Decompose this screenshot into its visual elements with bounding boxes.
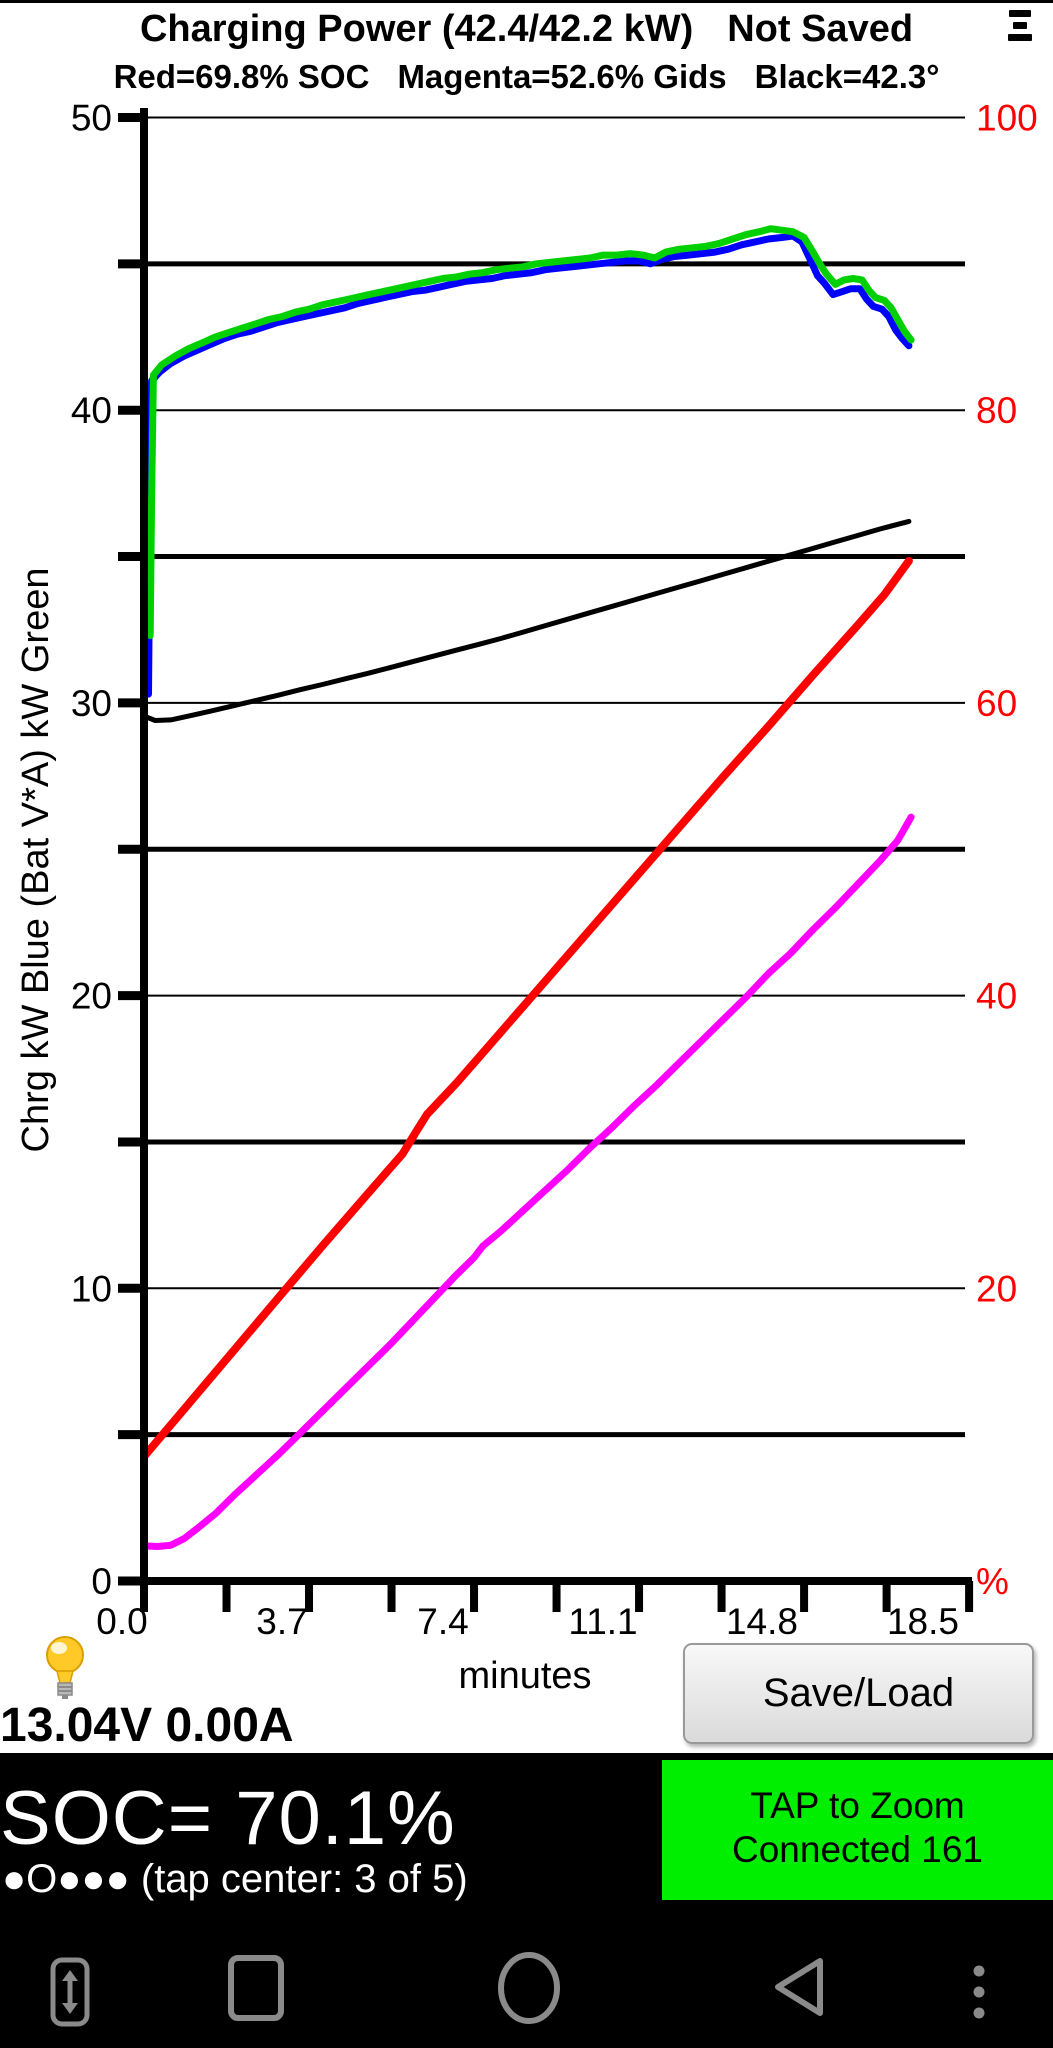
series-temp-black (141, 518, 912, 723)
connected-status: Connected 161 (732, 1829, 983, 1870)
title-main: Charging Power (42.4/42.2 kW) (139, 8, 694, 50)
y-left-label: 50 (71, 98, 112, 139)
overflow-menu-icon[interactable] (968, 1965, 990, 2021)
x-axis-title: minutes (458, 1655, 591, 1697)
series-legend: Red=69.8% SOC Magenta=52.6% Gids Black=42.… (0, 58, 1053, 96)
screen-toggle-icon[interactable] (49, 1957, 91, 2027)
tap-to-zoom-label: TAP to Zoom (750, 1785, 965, 1826)
x-axis-label: 3.7 (256, 1601, 307, 1642)
back-icon[interactable] (770, 1956, 826, 2018)
tap-to-zoom-button[interactable]: TAP to Zoom Connected 161 (662, 1760, 1053, 1900)
hamburger-menu-icon[interactable] (1003, 10, 1037, 46)
chart-series (140, 225, 915, 1550)
soc-readout: SOC= 70.1% (0, 1776, 456, 1861)
y-right-label: 60 (976, 683, 1017, 724)
x-axis-label: 0.0 (96, 1601, 147, 1642)
title-status: Not Saved (727, 8, 914, 50)
series-batva-kw-green (146, 225, 915, 640)
y-left-label: 10 (71, 1268, 112, 1309)
x-axis-label: 11.1 (568, 1601, 637, 1642)
series-soc-red (140, 556, 913, 1461)
android-nav-bar (0, 1943, 1053, 2048)
legend-magenta-gids: Magenta=52.6% Gids (397, 58, 727, 95)
y-right-label: 80 (976, 390, 1017, 431)
status-bar[interactable]: SOC= 70.1% ●O●●● (tap center: 3 of 5) TA… (0, 1753, 1053, 2048)
y-right-label: % (976, 1561, 1009, 1602)
home-icon[interactable] (497, 1952, 561, 2024)
y-right-label: 100 (976, 98, 1038, 139)
top-divider (0, 0, 1053, 3)
aux-battery-volts-amps: 13.04V 0.00A (0, 1699, 294, 1752)
page-indicator: ●O●●● (tap center: 3 of 5) (2, 1857, 468, 1901)
y-left-label: 30 (71, 683, 112, 724)
y-left-label: 20 (71, 976, 112, 1017)
recent-apps-icon[interactable] (228, 1955, 284, 2021)
x-axis-label: 7.4 (417, 1601, 468, 1642)
chart-axes (118, 108, 974, 1612)
series-gids-magenta (140, 813, 915, 1550)
y-left-label: 0 (91, 1561, 112, 1602)
gridlines (144, 116, 965, 1438)
save-load-button[interactable]: Save/Load (683, 1643, 1034, 1744)
x-axis-label: 18.5 (887, 1601, 959, 1642)
page-title: Charging Power (42.4/42.2 kW) Not Saved (0, 8, 1053, 51)
y-axis-title: Chrg kW Blue (Bat V*A) kW Green (15, 568, 57, 1153)
x-axis-label: 14.8 (726, 1601, 798, 1642)
y-right-label: 40 (976, 976, 1017, 1017)
y-right-label: 20 (976, 1268, 1017, 1309)
y-left-label: 40 (71, 390, 112, 431)
legend-red-soc: Red=69.8% SOC (113, 58, 370, 95)
legend-black-temp: Black=42.3° (754, 58, 940, 95)
series-chrg-kw-blue (145, 232, 913, 698)
brightness-bulb-icon[interactable] (44, 1633, 86, 1709)
